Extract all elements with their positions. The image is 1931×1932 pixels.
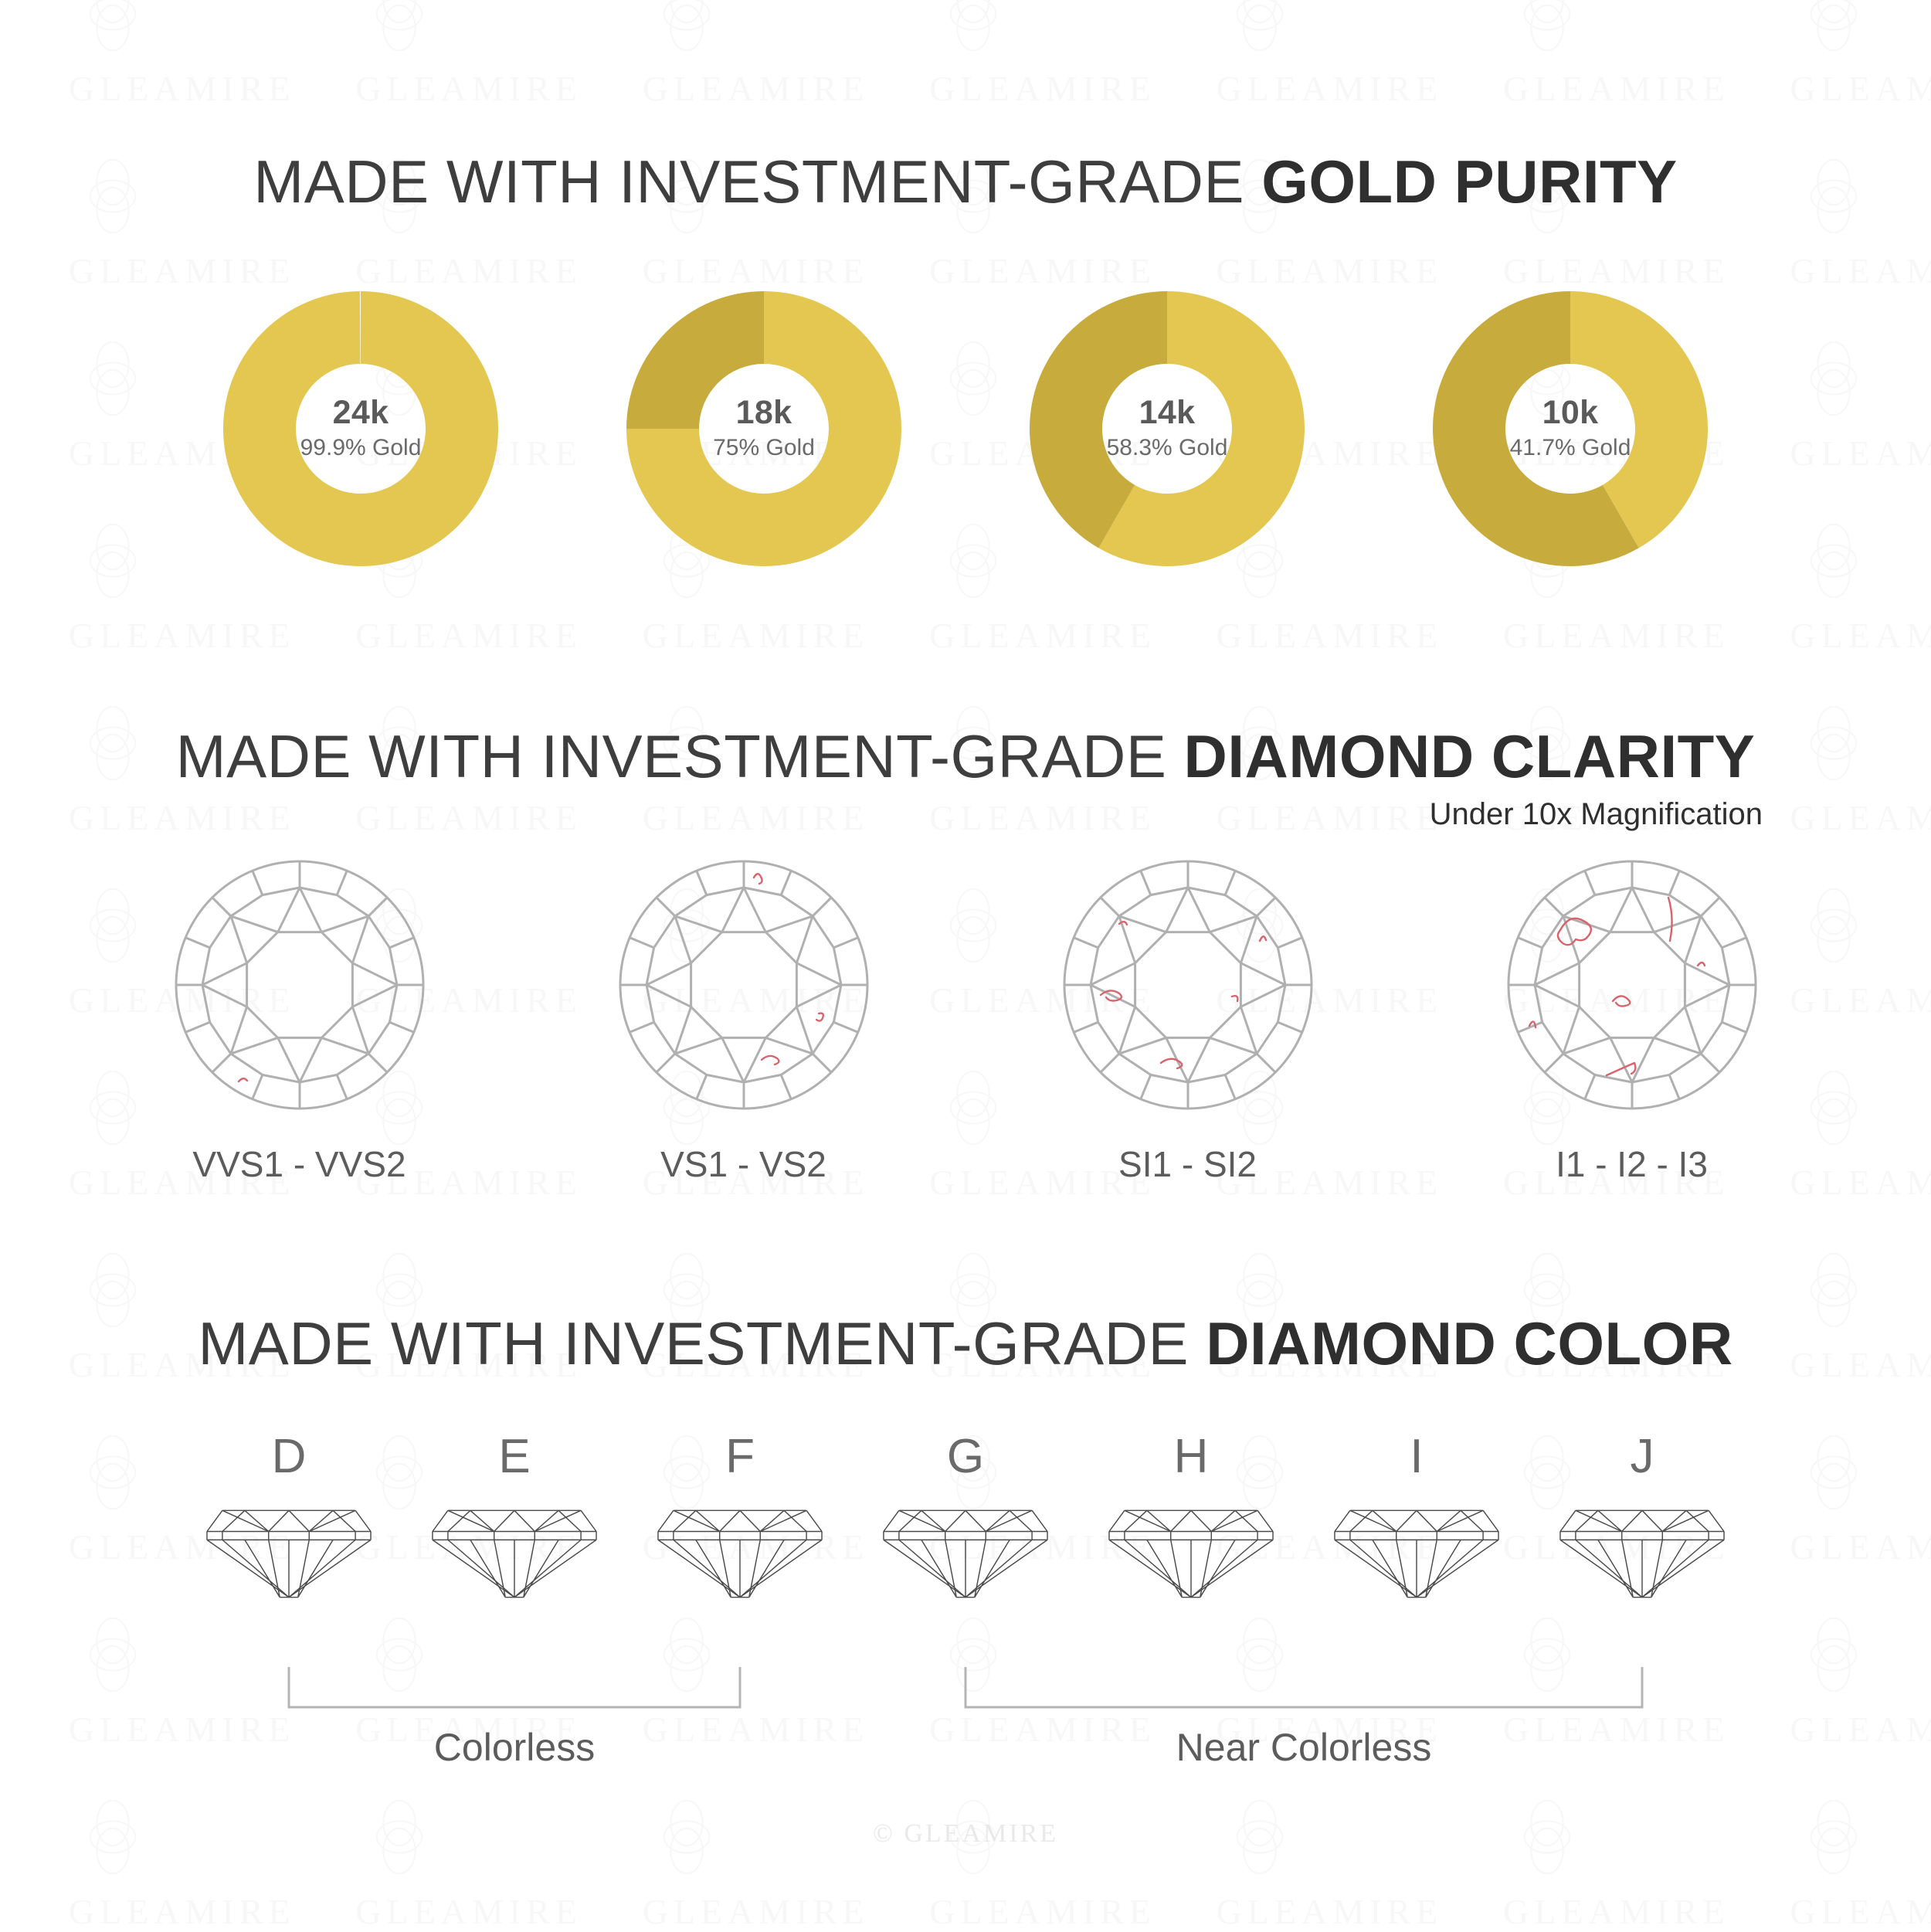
color-grade-letter: G: [946, 1430, 985, 1483]
color-grade-H: H: [1094, 1433, 1288, 1610]
diamond-color-row: D E F G H I J: [0, 1433, 1931, 1610]
color-grade-letter: H: [1173, 1430, 1209, 1483]
inclusion-mark: [1556, 917, 1592, 946]
inclusion-mark: [1258, 935, 1267, 942]
donut-karat-value: 10k: [1542, 393, 1599, 431]
clarity-item-VVS1-VVS2: VVS1 - VVS2: [157, 850, 443, 1185]
inclusion-mark: [1605, 1061, 1637, 1077]
donut-percent-value: 41.7% Gold: [1509, 435, 1631, 461]
diamond-clarity-row: VVS1 - VVS2 VS1 - VS2 SI1 - SI2 I1 - I2 …: [0, 850, 1931, 1185]
round-brilliant-top-view-icon: [1063, 860, 1312, 1110]
donut-percent-value: 58.3% Gold: [1106, 435, 1228, 461]
inclusion-mark: [1611, 995, 1631, 1007]
inclusion-mark: [760, 1054, 780, 1066]
round-brilliant-side-view-icon: [883, 1509, 1048, 1598]
clarity-grade-label: SI1 - SI2: [1118, 1144, 1257, 1184]
color-grade-letter: D: [271, 1430, 307, 1483]
round-brilliant-side-view-icon: [657, 1509, 823, 1598]
inclusion-mark: [237, 1078, 248, 1083]
inclusion-mark: [1118, 921, 1128, 926]
donut-chart-icon: [1433, 291, 1708, 566]
color-grade-letter: F: [725, 1430, 755, 1483]
donut-percent-value: 75% Gold: [713, 435, 815, 461]
gold-purity-donut-row: 24k 99.9% Gold 18k 75% Gold 14k 58.3% Go…: [0, 278, 1931, 579]
inclusion-mark: [815, 1012, 824, 1022]
color-grade-I: I: [1319, 1433, 1514, 1610]
gold-purity-heading-bold: GOLD PURITY: [1261, 148, 1678, 216]
clarity-item-VS1-VS2: VS1 - VS2: [601, 850, 887, 1185]
color-grade-letter: I: [1410, 1430, 1424, 1483]
donut-karat-value: 14k: [1139, 393, 1196, 431]
donut-karat-value: 18k: [735, 393, 792, 431]
gold-purity-heading: MADE WITH INVESTMENT-GRADE GOLD PURITY: [0, 151, 1931, 212]
round-brilliant-side-view-icon: [432, 1509, 597, 1598]
donut-chart-icon: [222, 291, 498, 566]
inclusion-mark: [1230, 995, 1239, 1003]
gold-donut-18k: 18k 75% Gold: [613, 278, 915, 579]
diamond-clarity-heading: MADE WITH INVESTMENT-GRADE DIAMOND CLARI…: [0, 726, 1931, 786]
inclusion-mark: [752, 873, 763, 885]
inclusion-mark: [1667, 896, 1673, 942]
footer-copyright: © GLEAMIRE: [873, 1819, 1058, 1848]
color-grade-D: D: [192, 1433, 386, 1610]
round-brilliant-top-view-icon: [1507, 860, 1756, 1110]
donut-center-label: 14k 58.3% Gold: [1016, 278, 1318, 579]
round-brilliant-side-view-icon: [206, 1509, 372, 1598]
clarity-grade-label: I1 - I2 - I3: [1556, 1144, 1708, 1184]
diamond-color-heading: MADE WITH INVESTMENT-GRADE DIAMOND COLOR: [0, 1313, 1931, 1373]
donut-center-label: 10k 41.7% Gold: [1420, 278, 1721, 579]
clarity-item-I1-I2-I3: I1 - I2 - I3: [1489, 850, 1775, 1185]
donut-center-label: 18k 75% Gold: [613, 278, 915, 579]
round-brilliant-side-view-icon: [1559, 1509, 1725, 1598]
inclusion-mark: [1099, 990, 1122, 1002]
bracket-colorless: [287, 1667, 742, 1709]
gold-donut-10k: 10k 41.7% Gold: [1420, 278, 1721, 579]
donut-karat-value: 24k: [332, 393, 389, 431]
diamond-color-heading-bold: DIAMOND COLOR: [1206, 1309, 1733, 1377]
gold-donut-14k: 14k 58.3% Gold: [1016, 278, 1318, 579]
clarity-grade-label: VS1 - VS2: [660, 1144, 826, 1184]
bracket-label: Near Colorless: [1176, 1726, 1432, 1769]
bracket-near-colorless: [964, 1667, 1644, 1709]
inclusion-mark: [1696, 961, 1705, 967]
round-brilliant-top-view-icon: [175, 860, 424, 1110]
color-group-brackets: Colorless Near Colorless: [0, 1667, 1931, 1814]
color-grade-J: J: [1545, 1433, 1739, 1610]
color-grade-letter: E: [498, 1430, 531, 1483]
diamond-clarity-heading-bold: DIAMOND CLARITY: [1183, 722, 1756, 790]
round-brilliant-side-view-icon: [1108, 1509, 1274, 1598]
diamond-clarity-heading-regular: MADE WITH INVESTMENT-GRADE: [175, 722, 1184, 790]
color-grade-G: G: [868, 1433, 1063, 1610]
clarity-item-SI1-SI2: SI1 - SI2: [1045, 850, 1331, 1185]
inclusion-mark: [1528, 1020, 1536, 1029]
gold-purity-heading-regular: MADE WITH INVESTMENT-GRADE: [253, 148, 1262, 216]
diamond-color-heading-regular: MADE WITH INVESTMENT-GRADE: [198, 1309, 1206, 1377]
magnification-note: Under 10x Magnification: [1429, 797, 1763, 831]
color-grade-letter: J: [1630, 1430, 1654, 1483]
gold-donut-24k: 24k 99.9% Gold: [210, 278, 511, 579]
donut-percent-value: 99.9% Gold: [300, 435, 422, 461]
round-brilliant-side-view-icon: [1334, 1509, 1499, 1598]
bracket-label: Colorless: [433, 1726, 596, 1769]
color-grade-F: F: [643, 1433, 837, 1610]
clarity-grade-label: VVS1 - VVS2: [192, 1144, 406, 1184]
round-brilliant-top-view-icon: [619, 860, 868, 1110]
inclusion-mark: [1159, 1058, 1183, 1070]
color-grade-E: E: [417, 1433, 612, 1610]
donut-center-label: 24k 99.9% Gold: [210, 278, 511, 579]
